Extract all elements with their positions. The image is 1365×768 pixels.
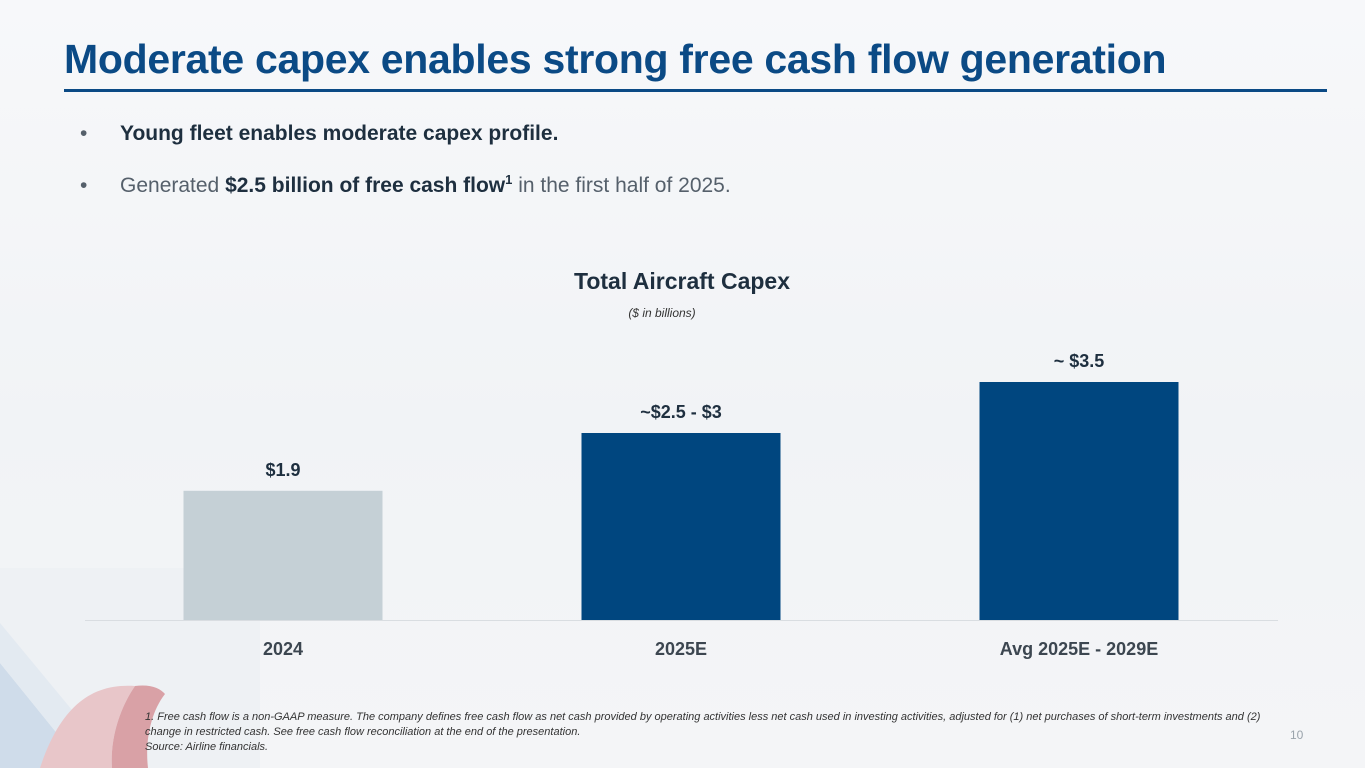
x-tick-label: 2025E [655,639,707,659]
bullet-text: in the first half of 2025. [512,174,731,197]
title-underline [64,89,1327,92]
source-note: Source: Airline financials. [145,741,269,753]
footnotes: 1. Free cash flow is a non-GAAP measure.… [145,710,1265,755]
footnote-text: 1. Free cash flow is a non-GAAP measure.… [145,711,1261,738]
bar-data-label: ~ $3.5 [1054,351,1105,371]
footnote-marker: 1 [505,172,513,187]
capex-bar-chart: Total Aircraft Capex ($ in billions) $1.… [85,268,1278,659]
bullet-bold-text: $2.5 billion of free cash flow [225,174,506,197]
x-tick-label: Avg 2025E - 2029E [1000,639,1158,659]
bar-group: $1.9 2024 ~$2.5 - $3 2025E ~ $3.5 Avg 2025E -… [183,351,1179,659]
bullet-text: . [552,122,559,145]
x-tick-label: 2024 [263,639,303,659]
bullet-item: • Generated $2.5 billion of free cash flo… [80,164,731,210]
bar-data-label: ~$2.5 - $3 [640,402,722,422]
bar-2025e [581,433,781,620]
bullet-list: • Young fleet enables moderate capex prof… [80,118,731,210]
bullet-bold-text: Young fleet enables moderate capex profi… [120,122,553,145]
chart-subtitle: ($ in billions) [628,306,695,320]
bullet-text: Generated [120,174,226,197]
bar-2024 [183,490,383,620]
chart-title: Total Aircraft Capex [574,268,790,294]
bar-data-label: $1.9 [265,460,300,480]
bullet-item: • Young fleet enables moderate capex prof… [80,118,731,164]
bullet-dot-icon: • [80,174,88,197]
bullet-dot-icon: • [80,122,88,145]
slide-title: Moderate capex enables strong free cash … [64,36,1167,82]
page-number: 10 [1290,728,1304,742]
bar-avg-2025e-2029e [979,382,1179,620]
